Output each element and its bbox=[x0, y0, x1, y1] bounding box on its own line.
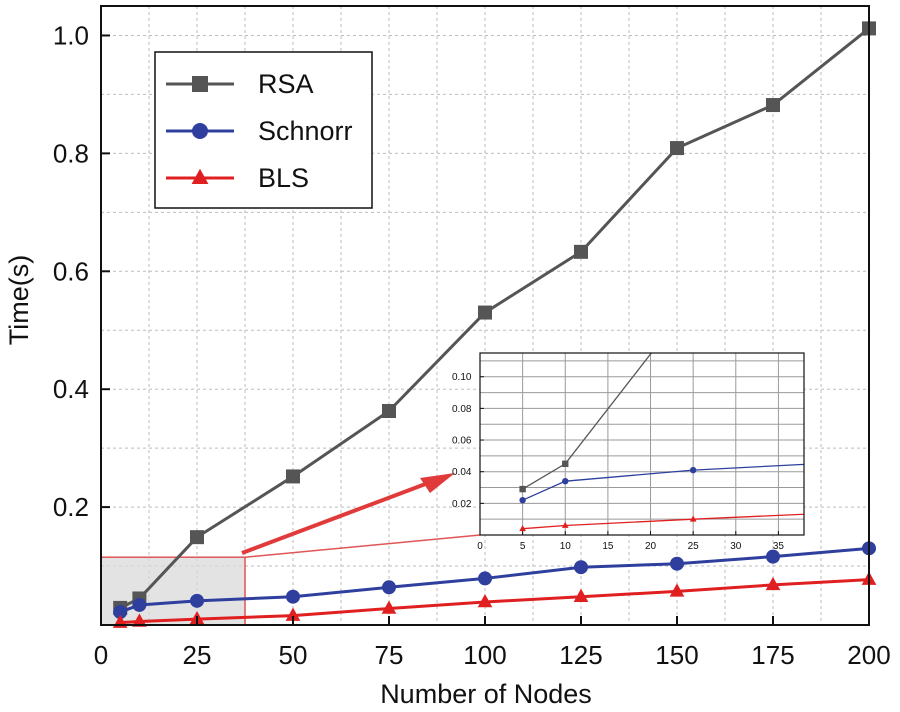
inset-x-tick-label: 10 bbox=[560, 541, 572, 552]
inset-series-rsa bbox=[519, 353, 653, 493]
data-point-bls bbox=[669, 583, 685, 597]
inset-x-tick-label: 35 bbox=[773, 541, 785, 552]
data-point-schnorr bbox=[382, 580, 396, 595]
inset-series-bls bbox=[519, 513, 804, 532]
legend-marker-schnorr bbox=[192, 123, 208, 139]
inset-data-point-bls bbox=[561, 521, 569, 528]
y-tick-label: 0.4 bbox=[53, 374, 89, 404]
inset-x-tick-label: 15 bbox=[602, 541, 614, 552]
inset-y-tick-label: 0.04 bbox=[452, 467, 472, 478]
zoom-connectors bbox=[241, 473, 481, 558]
inset-frame bbox=[479, 352, 805, 536]
data-point-schnorr bbox=[478, 571, 492, 586]
inset-series-line-rsa bbox=[522, 353, 653, 490]
x-tick-label: 125 bbox=[559, 640, 602, 670]
y-tick-label: 1.0 bbox=[53, 20, 89, 50]
y-tick-label: 0.6 bbox=[53, 256, 89, 286]
inset-series-line-bls bbox=[522, 513, 804, 530]
data-point-bls bbox=[477, 593, 493, 608]
inset-data-point-bls bbox=[519, 524, 526, 532]
data-point-rsa bbox=[286, 469, 300, 484]
data-point-schnorr bbox=[113, 605, 128, 620]
data-point-rsa bbox=[382, 404, 396, 419]
inset-background bbox=[480, 353, 804, 535]
data-point-bls bbox=[381, 600, 397, 614]
legend-label-schnorr: Schnorr bbox=[258, 116, 353, 146]
inset-data-point-rsa bbox=[519, 485, 526, 493]
inset-y-tick-label: 0.08 bbox=[452, 404, 472, 415]
zoom-connector-line bbox=[244, 534, 481, 558]
inset-y-tick-label: 0.06 bbox=[452, 436, 472, 447]
inset-x-tick-label: 20 bbox=[645, 541, 657, 552]
inset-data-point-schnorr bbox=[562, 477, 569, 485]
x-tick-label: 25 bbox=[183, 640, 212, 670]
series-line-schnorr bbox=[119, 546, 870, 614]
legend-marker-rsa bbox=[192, 76, 208, 92]
series-schnorr bbox=[113, 541, 876, 620]
inset-x-tick-label: 25 bbox=[688, 541, 700, 552]
x-tick-label: 150 bbox=[655, 640, 698, 670]
data-point-rsa bbox=[190, 530, 204, 545]
inset-data-point-schnorr bbox=[519, 496, 526, 504]
y-axis-title: Time(s) bbox=[4, 255, 34, 345]
inset-series-line-schnorr bbox=[522, 463, 804, 501]
inset-data-point-bls bbox=[689, 515, 697, 522]
series-line-rsa bbox=[119, 27, 870, 610]
inset-y-tick-label: 0.10 bbox=[452, 372, 472, 383]
x-tick-label: 200 bbox=[847, 640, 890, 670]
main-ticks bbox=[100, 34, 870, 625]
data-point-bls bbox=[285, 607, 301, 621]
legend-label-rsa: RSA bbox=[258, 69, 314, 99]
inset-x-tick-label: 0 bbox=[477, 541, 483, 552]
inset-series-group bbox=[519, 353, 804, 532]
inset-x-tick-label: 30 bbox=[730, 541, 742, 552]
inset-x-tick-label: 5 bbox=[520, 541, 526, 552]
data-point-schnorr bbox=[670, 556, 684, 571]
legend-label-bls: BLS bbox=[258, 163, 309, 193]
y-tick-label: 0.8 bbox=[53, 138, 89, 168]
inset-y-tick-label: 0.02 bbox=[452, 499, 472, 510]
data-point-bls bbox=[573, 588, 589, 602]
x-tick-label: 175 bbox=[751, 640, 794, 670]
main-series-group bbox=[112, 21, 877, 628]
inset-data-point-schnorr bbox=[689, 466, 697, 474]
data-point-rsa bbox=[766, 98, 780, 113]
data-point-rsa bbox=[670, 141, 684, 156]
x-tick-label: 0 bbox=[94, 640, 108, 670]
data-point-bls bbox=[765, 576, 781, 591]
legend-marker-bls bbox=[191, 168, 209, 184]
legend: RSA Schnorr BLS bbox=[154, 51, 373, 209]
data-point-rsa bbox=[574, 244, 588, 259]
data-point-schnorr bbox=[286, 589, 300, 604]
data-point-schnorr bbox=[574, 560, 588, 575]
data-point-rsa bbox=[478, 305, 492, 320]
inset-data-point-rsa bbox=[562, 460, 569, 467]
data-point-schnorr bbox=[190, 593, 204, 608]
x-tick-label: 100 bbox=[463, 640, 506, 670]
zoom-arrow-shaft bbox=[241, 475, 445, 555]
inset-chart: 0 5 10 15 20 25 30 35 0.02 0.04 0.06 0.08 0.10 bbox=[452, 352, 805, 552]
x-tick-label: 75 bbox=[375, 640, 404, 670]
zoom-arrow-head bbox=[420, 473, 455, 493]
y-tick-label: 0.2 bbox=[53, 492, 89, 522]
series-line-bls bbox=[120, 578, 870, 625]
data-point-bls bbox=[132, 613, 147, 627]
inset-series-schnorr bbox=[519, 463, 804, 504]
x-tick-label: 50 bbox=[279, 640, 308, 670]
data-point-schnorr bbox=[132, 597, 147, 612]
x-axis-title: Number of Nodes bbox=[380, 679, 592, 709]
data-point-schnorr bbox=[766, 549, 780, 564]
